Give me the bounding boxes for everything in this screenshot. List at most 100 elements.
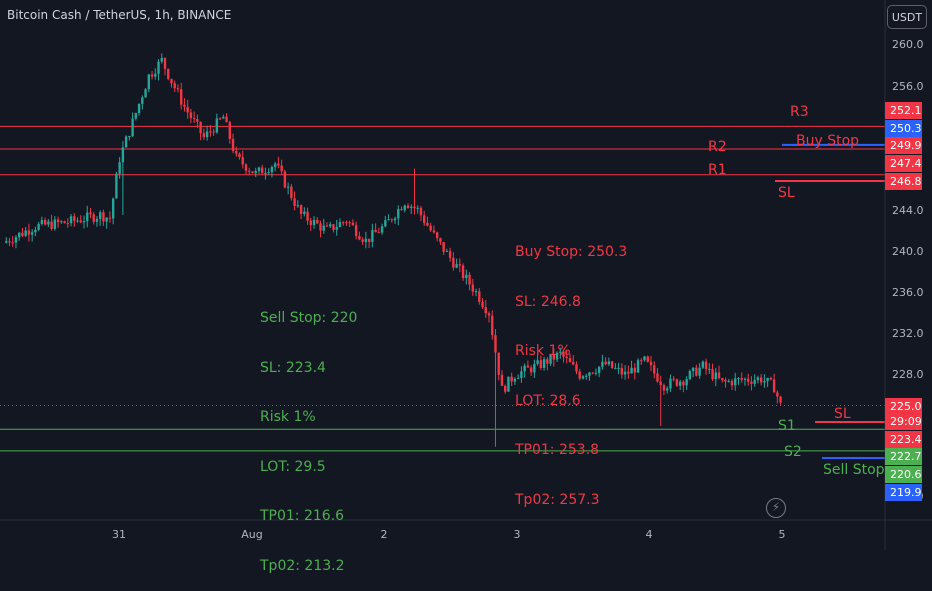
buy-setup-note: Buy Stop: 250.3 SL: 246.8 Risk 1% LOT: 2… bbox=[515, 211, 627, 525]
candle-body bbox=[646, 356, 649, 362]
candle-body bbox=[614, 367, 617, 369]
candle-body bbox=[497, 352, 500, 375]
candle-body bbox=[11, 242, 14, 244]
candle-body bbox=[89, 212, 92, 215]
candle-body bbox=[332, 224, 335, 230]
candle-body bbox=[144, 89, 147, 98]
candle-body bbox=[504, 385, 507, 392]
candle-body bbox=[235, 151, 238, 154]
price-tick: 236.0 bbox=[892, 286, 924, 299]
candle-body bbox=[69, 216, 73, 224]
candle-body bbox=[277, 163, 280, 166]
currency-button[interactable]: USDT bbox=[887, 5, 927, 29]
candle-body bbox=[176, 88, 180, 90]
candle-body bbox=[604, 361, 607, 365]
time-tick: 4 bbox=[645, 528, 653, 541]
candle-body bbox=[131, 118, 134, 137]
candle-body bbox=[432, 230, 436, 233]
candle-body bbox=[296, 205, 300, 207]
candle-body bbox=[491, 315, 494, 336]
candle-body bbox=[14, 237, 18, 243]
candle-body bbox=[478, 291, 481, 302]
price-tick: 232.0 bbox=[892, 327, 924, 340]
candle-body bbox=[280, 165, 283, 172]
candle-body bbox=[568, 358, 572, 363]
candle-body bbox=[529, 367, 533, 373]
candle-body bbox=[403, 205, 406, 211]
candle-body bbox=[192, 118, 196, 120]
candle-body bbox=[481, 301, 484, 308]
sell-note-line: LOT: 29.5 bbox=[260, 458, 326, 475]
s2-label: S2 bbox=[784, 444, 802, 460]
candle-body bbox=[306, 211, 309, 221]
candle-body bbox=[623, 371, 627, 375]
candle-body bbox=[115, 173, 118, 199]
candle-body bbox=[581, 376, 585, 379]
candle-body bbox=[361, 239, 364, 242]
candle-body bbox=[111, 198, 115, 219]
candle-body bbox=[455, 264, 458, 268]
candle-body bbox=[30, 232, 34, 235]
candle-body bbox=[50, 221, 53, 229]
candle-body bbox=[575, 364, 578, 372]
candle-body bbox=[397, 209, 400, 219]
candle-body bbox=[248, 170, 251, 172]
candle-body bbox=[724, 379, 727, 382]
candle-body bbox=[53, 219, 57, 229]
lightning-icon[interactable]: ⚡ bbox=[766, 498, 786, 518]
candle-body bbox=[222, 116, 225, 119]
candle-body bbox=[261, 167, 264, 174]
candle-body bbox=[701, 361, 705, 368]
candle-body bbox=[507, 376, 510, 392]
candle-body bbox=[105, 217, 108, 222]
candle-body bbox=[737, 378, 740, 380]
candle-body bbox=[312, 219, 316, 226]
candle-body bbox=[688, 371, 692, 380]
candle-body bbox=[319, 223, 322, 231]
candle-body bbox=[708, 368, 711, 370]
candle-body bbox=[290, 186, 293, 199]
candle-body bbox=[157, 61, 160, 74]
candle-body bbox=[167, 68, 170, 79]
candle-body bbox=[270, 166, 274, 173]
candle-body bbox=[384, 220, 387, 227]
r2-label: R2 bbox=[708, 139, 727, 155]
candle-body bbox=[124, 136, 128, 148]
candle-body bbox=[212, 131, 215, 133]
candle-body bbox=[682, 381, 685, 386]
candle-body bbox=[18, 232, 21, 238]
candle-body bbox=[536, 360, 539, 364]
candle-body bbox=[630, 367, 633, 374]
candle-body bbox=[474, 291, 478, 293]
candle-body bbox=[351, 222, 355, 226]
price-tick: 260.0 bbox=[892, 38, 924, 51]
candle-body bbox=[675, 379, 679, 386]
sell-note-line: Tp02: 213.2 bbox=[260, 557, 345, 574]
candle-body bbox=[669, 378, 672, 389]
candle-body bbox=[205, 131, 209, 138]
candle-body bbox=[413, 206, 416, 209]
candle-body bbox=[458, 264, 462, 266]
price-chart[interactable] bbox=[0, 0, 932, 550]
candle-body bbox=[607, 361, 611, 365]
candle-body bbox=[591, 372, 594, 374]
candle-body bbox=[134, 113, 138, 119]
candle-body bbox=[228, 122, 231, 139]
candle-body bbox=[73, 216, 76, 221]
buy-note-line: TP01: 253.8 bbox=[515, 442, 600, 458]
candle-body bbox=[461, 265, 465, 279]
candle-body bbox=[225, 116, 228, 123]
candle-body bbox=[99, 212, 102, 219]
buy-stop-label: Buy Stop bbox=[796, 133, 860, 149]
candle-body bbox=[685, 379, 688, 386]
candle-body bbox=[241, 157, 244, 165]
candle-body bbox=[410, 206, 413, 209]
r1-label: R1 bbox=[708, 162, 727, 178]
candle-body bbox=[47, 221, 50, 225]
candle-body bbox=[186, 106, 189, 113]
candle-body bbox=[636, 360, 640, 373]
candle-body bbox=[325, 225, 329, 227]
candle-body bbox=[121, 147, 125, 163]
candle-body bbox=[141, 97, 144, 104]
candle-body bbox=[63, 221, 66, 224]
